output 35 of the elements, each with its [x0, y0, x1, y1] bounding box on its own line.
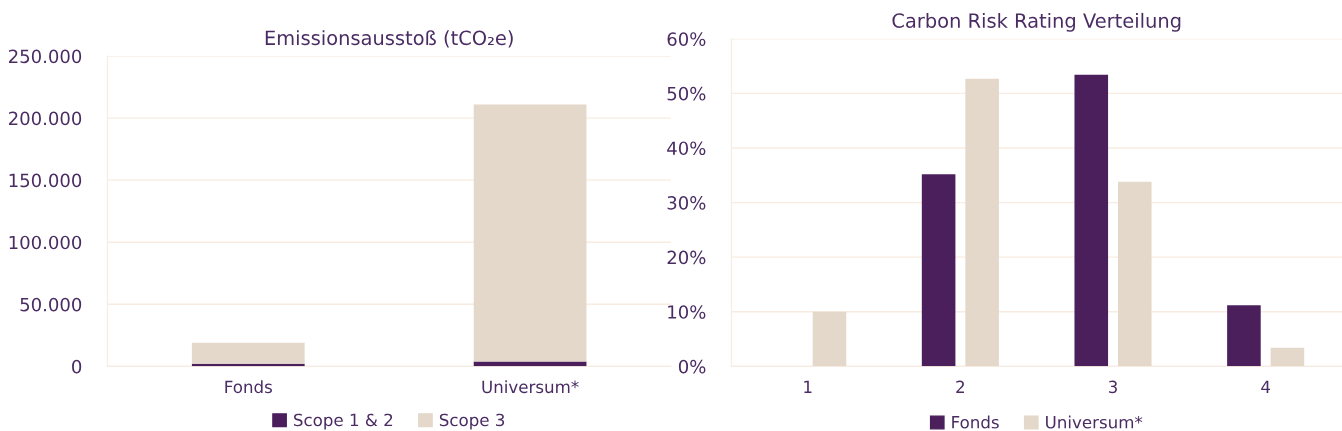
y-tick-label: 250.000 — [9, 49, 82, 64]
chart-title: Emissionsausstoß (tCO₂e) — [265, 30, 513, 48]
y-tick-label: 10% — [668, 305, 706, 319]
bar — [473, 104, 587, 362]
x-tick-label: Fonds — [225, 380, 272, 394]
y-tick-label: 0 — [72, 359, 82, 374]
bar — [1074, 74, 1109, 367]
y-tick-label: 50% — [667, 86, 706, 101]
x-tick-label: 2 — [956, 380, 964, 393]
bar — [473, 361, 587, 367]
x-tick-label: 4 — [1261, 380, 1271, 393]
legend-label: Scope 1 & 2 — [294, 413, 393, 430]
bar — [191, 342, 305, 364]
y-tick-label: 0% — [678, 359, 706, 374]
y-tick-label: 20% — [667, 250, 706, 265]
y-tick-label: 200.000 — [9, 111, 82, 126]
bar — [965, 78, 999, 367]
legend-label: Universum* — [1046, 415, 1143, 429]
chart-title: Carbon Risk Rating Verteilung — [892, 12, 1181, 32]
y-tick-label: 30% — [667, 196, 706, 210]
legend-label: Fonds — [952, 415, 999, 429]
x-tick-label: 1 — [804, 380, 812, 393]
y-tick-label: 50.000 — [20, 297, 82, 312]
y-tick-label: 100.000 — [9, 235, 82, 250]
y-tick-label: 60% — [667, 32, 706, 46]
y-tick-label: 40% — [667, 141, 706, 156]
bar — [1117, 181, 1152, 367]
legend-label: Scope 3 — [439, 413, 505, 430]
bar — [1227, 305, 1261, 367]
x-tick-label: Universum* — [482, 380, 579, 394]
bar — [1270, 347, 1305, 367]
bar — [921, 174, 956, 367]
x-tick-label: 3 — [1108, 380, 1117, 394]
bar — [812, 311, 847, 367]
y-tick-label: 150.000 — [9, 173, 82, 188]
